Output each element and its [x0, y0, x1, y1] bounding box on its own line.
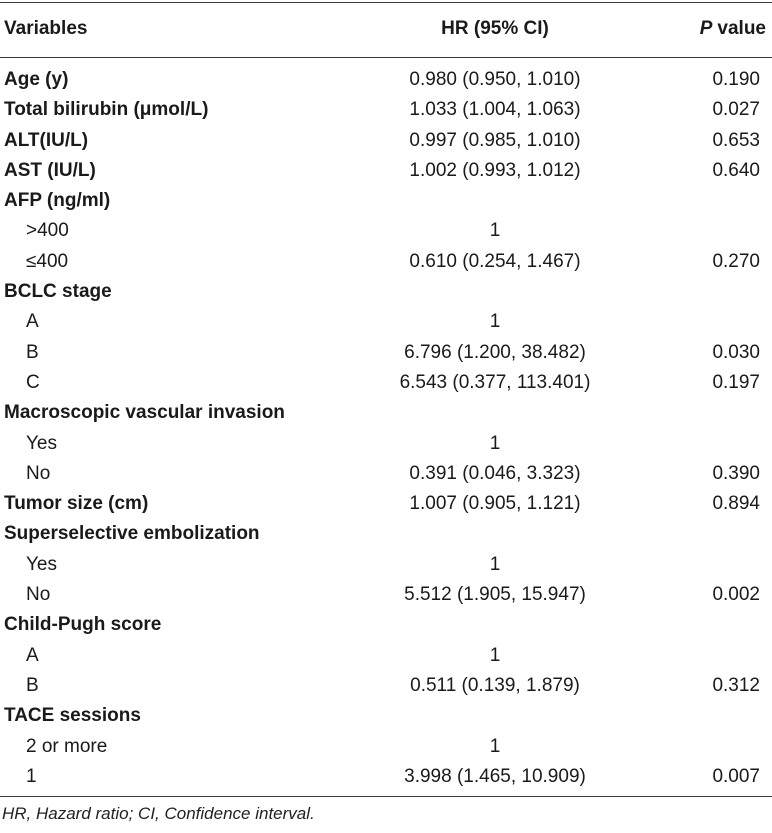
- row-label: AST (IU/L): [4, 159, 96, 181]
- row-hr-value: 0.391 (0.046, 3.323): [409, 462, 581, 484]
- row-hr-value: 1: [489, 311, 501, 333]
- row-label: A: [26, 644, 39, 666]
- table-row: 2 or more 1: [0, 732, 772, 762]
- row-hr-value: 0.610 (0.254, 1.467): [409, 250, 581, 272]
- table-row: Superselective embolization: [0, 519, 772, 549]
- row-label: A: [26, 311, 39, 333]
- row-label: Macroscopic vascular invasion: [4, 402, 285, 424]
- row-label: B: [26, 341, 39, 363]
- row-label: TACE sessions: [4, 705, 141, 727]
- row-label: Yes: [26, 553, 57, 575]
- table-row: TACE sessions: [0, 701, 772, 731]
- row-label: ALT(IU/L): [4, 129, 89, 151]
- row-p-value: 0.030: [712, 341, 760, 363]
- row-label: No: [26, 584, 51, 606]
- table-row: Child-Pugh score: [0, 610, 772, 640]
- header-hr: HR (95% CI): [441, 17, 549, 39]
- table-row: B 6.796 (1.200, 38.482) 0.030: [0, 338, 772, 368]
- row-p-value: 0.007: [712, 765, 760, 787]
- row-hr-value: 1.002 (0.993, 1.012): [409, 159, 581, 181]
- row-hr-value: 0.511 (0.139, 1.879): [410, 674, 580, 696]
- table-row: AFP (ng/ml): [0, 186, 772, 216]
- table-bottom-rule: [0, 796, 772, 797]
- table-row: Yes 1: [0, 429, 772, 459]
- table-row: No 0.391 (0.046, 3.323) 0.390: [0, 459, 772, 489]
- row-label: C: [26, 371, 40, 393]
- header-p-rest: value: [717, 17, 766, 39]
- table-row: Tumor size (cm) 1.007 (0.905, 1.121) 0.894: [0, 489, 772, 519]
- table-row: BCLC stage: [0, 277, 772, 307]
- row-p-value: 0.002: [712, 584, 760, 606]
- row-hr-value: 1: [489, 644, 501, 666]
- table-row: Age (y) 0.980 (0.950, 1.010) 0.190: [0, 65, 772, 95]
- row-hr-value: 1: [489, 432, 501, 454]
- table-row: AST (IU/L) 1.002 (0.993, 1.012) 0.640: [0, 156, 772, 186]
- row-p-value: 0.894: [712, 493, 760, 515]
- header-variables: Variables: [4, 17, 88, 39]
- row-label: >400: [26, 220, 69, 242]
- row-label: Tumor size (cm): [4, 493, 149, 515]
- row-hr-value: 1.007 (0.905, 1.121): [409, 493, 581, 515]
- table-row: Macroscopic vascular invasion: [0, 398, 772, 428]
- table-row: C 6.543 (0.377, 113.401) 0.197: [0, 368, 772, 398]
- row-hr-value: 6.543 (0.377, 113.401): [399, 371, 591, 393]
- row-label: No: [26, 462, 51, 484]
- row-p-value: 0.390: [712, 462, 760, 484]
- row-hr-value: 3.998 (1.465, 10.909): [404, 765, 586, 787]
- table-header-rule: [0, 57, 772, 58]
- table-footnote: HR, Hazard ratio; CI, Confidence interva…: [2, 804, 315, 823]
- row-label: 2 or more: [26, 735, 108, 757]
- header-p-italic: P: [699, 17, 713, 39]
- row-p-value: 0.270: [712, 250, 760, 272]
- row-label: 1: [26, 765, 37, 787]
- row-label: Age (y): [4, 69, 69, 90]
- row-p-value: 0.312: [712, 674, 760, 696]
- row-p-value: 0.197: [712, 371, 760, 393]
- row-p-value: 0.653: [712, 129, 760, 151]
- row-hr-value: 1: [489, 553, 501, 575]
- row-hr-value: 6.796 (1.200, 38.482): [404, 341, 586, 363]
- row-p-value: 0.640: [712, 159, 760, 181]
- row-p-value: 0.190: [712, 69, 760, 90]
- row-label: AFP (ng/ml): [4, 190, 111, 212]
- row-hr-value: 5.512 (1.905, 15.947): [404, 584, 586, 606]
- table-row: ALT(IU/L) 0.997 (0.985, 1.010) 0.653: [0, 126, 772, 156]
- row-label: BCLC stage: [4, 281, 112, 303]
- table-top-rule: [0, 2, 772, 3]
- table-body: Age (y) 0.980 (0.950, 1.010) 0.190 Total bi…: [0, 65, 772, 792]
- row-label: Superselective embolization: [4, 523, 260, 545]
- table-row: No 5.512 (1.905, 15.947) 0.002: [0, 580, 772, 610]
- table-row: 1 3.998 (1.465, 10.909) 0.007: [0, 762, 772, 792]
- table-row: B 0.511 (0.139, 1.879) 0.312: [0, 671, 772, 701]
- table-row: Total bilirubin (μmol/L) 1.033 (1.004, 1.…: [0, 95, 772, 125]
- row-label: B: [26, 674, 39, 696]
- table-row: Yes 1: [0, 550, 772, 580]
- row-label: Child-Pugh score: [4, 614, 162, 636]
- row-label: ≤400: [26, 250, 69, 272]
- row-hr-value: 1: [489, 220, 501, 242]
- table-row: ≤400 0.610 (0.254, 1.467) 0.270: [0, 247, 772, 277]
- row-hr-value: 1: [489, 735, 501, 757]
- row-label: Yes: [26, 432, 57, 454]
- table-row: >400 1: [0, 216, 772, 246]
- row-p-value: 0.027: [712, 99, 760, 121]
- row-hr-value: 0.997 (0.985, 1.010): [409, 129, 581, 151]
- row-hr-value: 1.033 (1.004, 1.063): [409, 99, 581, 121]
- row-label: Total bilirubin (μmol/L): [4, 99, 209, 121]
- row-hr-value: 0.980 (0.950, 1.010): [409, 69, 581, 90]
